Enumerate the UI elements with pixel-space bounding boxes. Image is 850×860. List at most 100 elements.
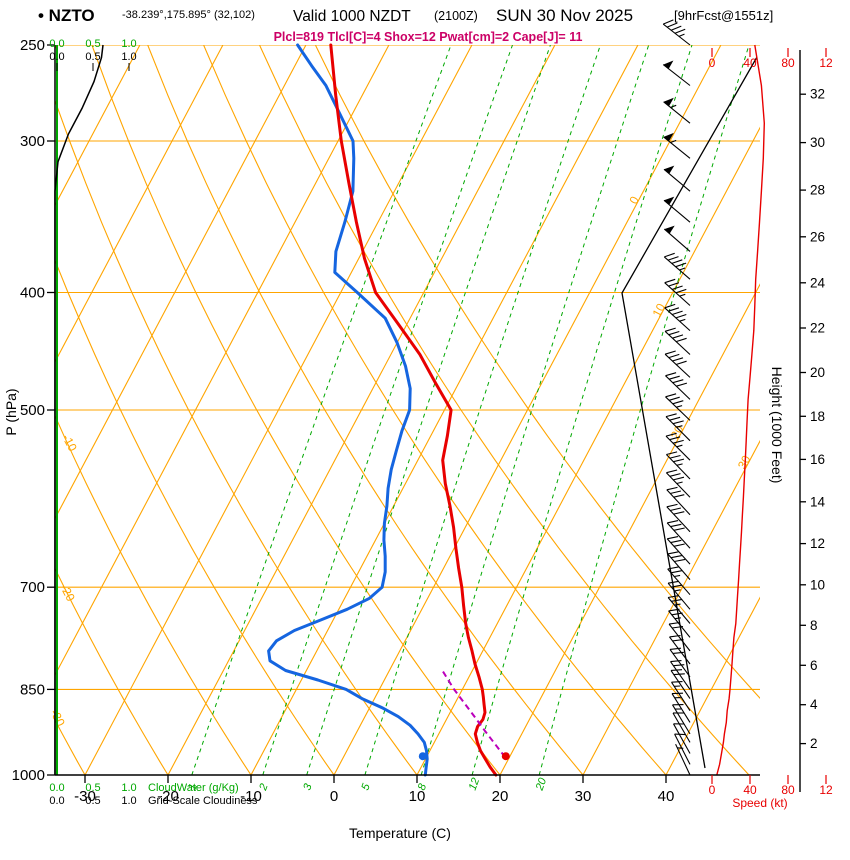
wind-barb-full [666, 469, 678, 474]
cloudwater-scale-label-bottom: 0.5 [85, 782, 100, 794]
height-axis-title: Height (1000 Feet) [769, 367, 785, 484]
dry-adiabat-line [55, 259, 335, 775]
height-tick-label: 20 [810, 365, 825, 380]
wind-barb-full [667, 536, 679, 540]
wind-barb-full [673, 458, 685, 463]
dry-adiabat-line [314, 45, 760, 700]
wind-barb-full [675, 337, 687, 343]
dry-adiabat-line [147, 45, 584, 775]
isotherm-line [55, 45, 224, 363]
dry-adiabat-label: -20 [57, 582, 78, 604]
wind-barb-half [679, 293, 686, 297]
wind-barb-staff [666, 454, 691, 480]
wind-barb-full [665, 413, 677, 418]
speed-tick-label-top: 40 [743, 56, 757, 70]
sounding-indices: Plcl=819 Tlcl[C]=4 Shox=12 Pwat[cm]=2 Ca… [274, 30, 583, 44]
temperature-tick-label: 20 [492, 788, 509, 805]
height-tick-label: 26 [810, 229, 825, 244]
wind-barb-full [672, 334, 684, 339]
sounding-profiles-layer [267, 43, 510, 777]
region-boundary-layer [621, 56, 758, 769]
wind-barb-staff [663, 256, 691, 280]
height-tick-label: 14 [810, 494, 826, 509]
height-tick-label: 16 [810, 452, 825, 467]
wind-barb-half [674, 589, 681, 592]
height-tick-label: 4 [810, 697, 818, 712]
grid-layer [55, 45, 760, 775]
mixing-ratio-line [420, 45, 650, 775]
mixing-ratio-label: 8 [416, 781, 430, 792]
speed-tick-label-bottom: 80 [781, 783, 795, 797]
wind-barb-staff [673, 723, 691, 754]
cloudwater-scale-label-top: 1.0 [121, 38, 136, 50]
wind-barb-pennant [663, 60, 674, 69]
parcel-path-curve [441, 669, 506, 758]
wind-barb-half [676, 444, 683, 448]
wind-barb-full [670, 539, 682, 544]
speed-tick-label-top: 0 [709, 56, 716, 70]
wind-barb-full [668, 353, 680, 359]
wind-barb-staff [671, 693, 691, 723]
mixing-ratio-line [471, 45, 693, 775]
wind-barb-staff [664, 353, 691, 378]
dry-adiabat-line [203, 45, 667, 775]
mixing-ratio-line [191, 45, 452, 775]
temperature-tick-label: 30 [575, 788, 592, 805]
height-tick-label: 2 [810, 736, 818, 751]
wind-barb-full [664, 350, 676, 355]
wind-barb-full [664, 303, 676, 309]
wind-barb-full [672, 285, 683, 290]
wind-barb-full [669, 647, 682, 650]
wind-barb-full [673, 494, 685, 498]
dry-adiabat-line [55, 99, 418, 775]
wind-barb-staff [665, 375, 691, 400]
grid-clipped [55, 45, 760, 775]
wind-barb-staff [674, 733, 691, 765]
wind-barb-staff [675, 743, 691, 776]
wind-barb-half [674, 617, 681, 620]
temperature-tick-label: -10 [240, 788, 262, 805]
wind-barb-pennant [663, 132, 674, 142]
mixing-ratio-label: 2 [257, 782, 271, 793]
wind-barb-pennant [664, 165, 675, 174]
isotherm-line [333, 45, 722, 775]
wind-barb-staff [671, 681, 691, 711]
wind-barb-full [673, 664, 685, 667]
cloudiness-scale-label-bottom: 1.0 [121, 795, 136, 807]
height-tick-label: 32 [810, 87, 825, 102]
wind-barb-half [674, 603, 681, 606]
cloudwater-scale-label-bottom: 0.0 [49, 782, 64, 794]
pressure-tick-label: 250 [20, 37, 45, 54]
wind-barb-full [675, 288, 687, 294]
cloudiness-scale-label-top: 1.0 [121, 51, 136, 63]
wind-barb-full [666, 451, 678, 456]
forecast-tag: [9hrFcst@1551z] [674, 8, 773, 23]
wind-barb-staff [670, 661, 691, 690]
speed-tick-label-bottom: 40 [743, 783, 757, 797]
wind-barb-full [675, 313, 687, 319]
height-tick-label: 6 [810, 658, 818, 673]
wind-barb-full [670, 25, 682, 31]
dewpoint-curve [267, 43, 429, 777]
wind-barb-full [664, 278, 676, 284]
temperature-curve [329, 43, 498, 777]
station-coords: -38.239°,175.895° (32,102) [122, 9, 255, 21]
speed-tick-label-bottom: 12 [819, 783, 833, 797]
height-tick-label: 12 [810, 536, 825, 551]
wind-barb-full [667, 566, 679, 570]
dry-adiabat-line [91, 45, 501, 775]
wind-barb-pennant [664, 225, 675, 234]
mixing-ratio-label: 5 [359, 781, 373, 792]
wind-barb-full [668, 330, 680, 336]
height-tick-label: 28 [810, 183, 825, 198]
isotherm-line [55, 45, 390, 677]
wind-barb-pennant [664, 196, 675, 205]
isotherm-label: 30 [735, 453, 754, 472]
temperature-axis-title: Temperature (C) [349, 825, 451, 841]
pressure-tick-label: 700 [20, 579, 45, 596]
wind-barb-full [669, 473, 681, 477]
temperature-tick-label: 0 [330, 788, 338, 805]
speed-tick-label-bottom: 0 [709, 783, 716, 797]
